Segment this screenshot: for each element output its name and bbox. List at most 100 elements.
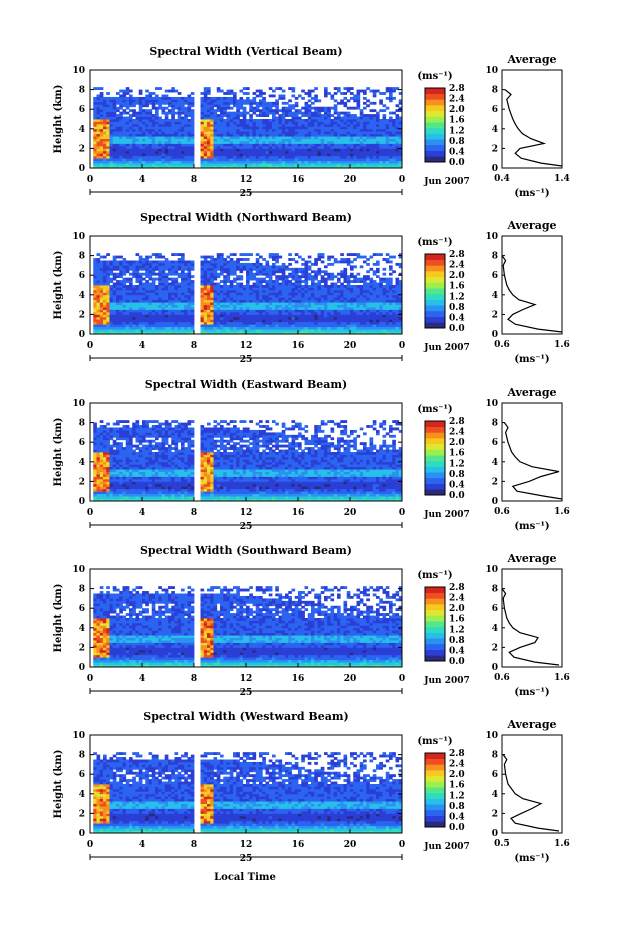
avg-y-tick-label: 6 [492,770,498,780]
avg-y-tick-label: 0 [492,164,498,174]
colorbar-tick-label: 2.8 [449,250,465,260]
average-frame [501,568,563,668]
avg-unit: (ms⁻¹) [514,354,549,365]
panel-1: Spectral Width (Vertical Beam) 0 2 4 6 8 10 Hei… [53,45,570,199]
x-tick-label: 0 [399,674,405,684]
colorbar-tick-label: 0.8 [449,802,465,812]
colorbar-swatch [425,259,445,266]
avg-y-tick-label: 6 [492,604,498,614]
avg-y-tick-label: 10 [485,66,498,76]
y-tick-label: 6 [79,438,85,448]
y-tick-label: 0 [79,829,85,839]
x-tick-label: 8 [191,508,197,518]
colorbar-swatch [425,787,445,794]
x-tick-label: 0 [399,341,405,351]
date-label: Jun 2007 [423,177,470,187]
panel-title: Spectral Width (Southward Beam) [140,544,352,557]
colorbar-frame [424,87,446,163]
x-tick-label: 20 [344,840,357,850]
colorbar-tick-label: 2.4 [449,760,465,770]
x-tick-label: 20 [344,175,357,185]
avg-y-tick-label: 6 [492,105,498,115]
colorbar-swatch [425,792,445,799]
day-label: 25 [240,688,253,698]
avg-y-tick-label: 6 [492,271,498,281]
colorbar-swatch [425,288,445,295]
colorbar-frame [424,586,446,662]
y-axis-label: Height (km) [53,85,64,154]
day-label: 25 [240,355,253,365]
y-tick-label: 10 [72,399,85,409]
colorbar-swatch [425,466,445,473]
x-tick-label: 20 [344,674,357,684]
panel-5: Spectral Width (Westward Beam) 0 2 4 6 8 10 Hei… [53,710,570,864]
avg-y-tick-label: 8 [492,252,498,262]
colorbar-swatch [425,127,445,134]
x-tick-label: 16 [292,175,305,185]
colorbar-tick-label: 0.8 [449,470,465,480]
avg-y-tick-label: 4 [492,291,498,301]
avg-x-tick-label: 0.6 [494,340,510,350]
colorbar-swatch [425,781,445,788]
colorbar-swatch [425,305,445,312]
colorbar-tick-label: 2.0 [449,604,465,614]
colorbar-swatch [425,316,445,323]
colorbar-tick-label: 1.2 [449,126,465,136]
y-tick-label: 2 [79,809,85,819]
colorbar-tick-label: 2.0 [449,105,465,115]
y-axis-label: Height (km) [53,418,64,487]
colorbar-swatch [425,139,445,146]
colorbar-tick-label: 0.4 [449,646,465,656]
y-tick-label: 10 [72,731,85,741]
x-axis-title: Local Time [214,872,276,883]
colorbar-tick-label: 1.6 [449,282,465,292]
y-tick-label: 8 [79,751,85,761]
x-tick-label: 16 [292,840,305,850]
y-tick-label: 4 [79,458,85,468]
colorbar-swatch [425,638,445,645]
colorbar-swatch [425,758,445,765]
colorbar-swatch [425,116,445,123]
avg-y-tick-label: 10 [485,232,498,242]
x-tick-label: 0 [399,840,405,850]
x-tick-label: 12 [240,175,253,185]
avg-y-tick-label: 2 [492,809,498,819]
colorbar-frame [424,253,446,329]
colorbar-swatch [425,764,445,771]
average-profile-line [501,255,563,333]
x-tick-label: 4 [139,341,145,351]
date-label: Jun 2007 [423,676,470,686]
y-tick-label: 8 [79,585,85,595]
avg-y-tick-label: 2 [492,144,498,154]
avg-y-tick-label: 10 [485,565,498,575]
x-tick-label: 12 [240,341,253,351]
panel-title: Spectral Width (Eastward Beam) [145,378,347,391]
colorbar-tick-label: 1.6 [449,781,465,791]
colorbar-swatch [425,815,445,822]
average-profile-line [504,89,563,167]
x-tick-label: 0 [87,175,93,185]
y-tick-label: 2 [79,477,85,487]
average-frame [501,235,563,335]
colorbar-swatch [425,438,445,445]
avg-y-tick-label: 8 [492,585,498,595]
avg-y-tick-label: 10 [485,399,498,409]
heatmap-field [93,586,403,668]
colorbar-tick-label: 0.0 [449,823,465,833]
colorbar-tick-label: 2.8 [449,749,465,759]
avg-x-tick-label: 1.6 [554,673,570,683]
colorbar-swatch [425,626,445,633]
x-tick-label: 16 [292,508,305,518]
colorbar-swatch [425,477,445,484]
average-frame [501,734,563,834]
colorbar-swatch [425,276,445,283]
colorbar-tick-label: 1.2 [449,292,465,302]
heatmap-field [93,752,403,834]
avg-unit: (ms⁻¹) [514,521,549,532]
average-title: Average [506,53,556,66]
colorbar-swatch [425,770,445,777]
colorbar-swatch [425,587,445,593]
x-tick-label: 4 [139,674,145,684]
colorbar-swatch [425,483,445,490]
